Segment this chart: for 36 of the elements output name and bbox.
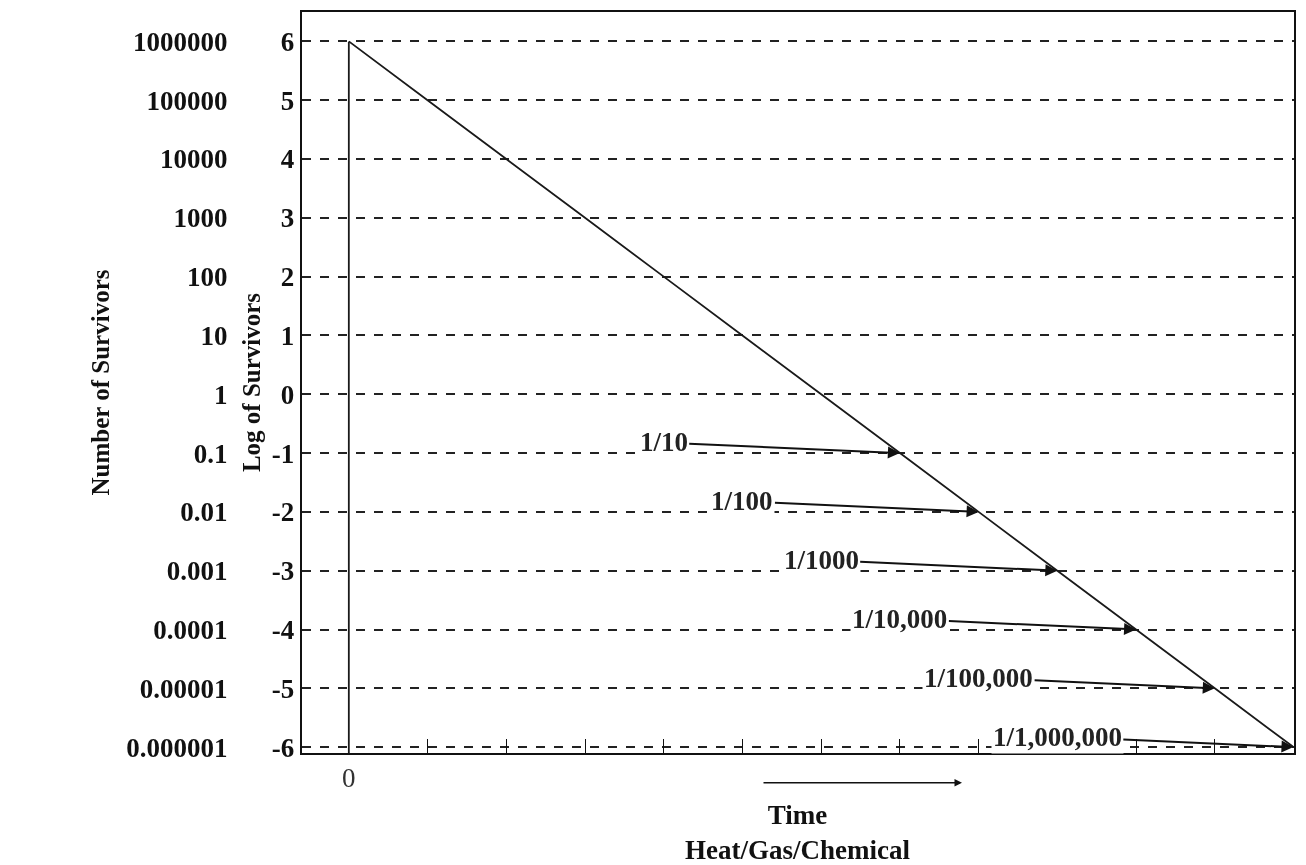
y2-tick-label: 0.01 (180, 497, 228, 528)
y2-tick-label: 10000 (160, 144, 228, 175)
y-tick-label: 6 (280, 26, 295, 57)
y-tick-label: -1 (271, 438, 295, 469)
y-tick-label: 1 (280, 320, 295, 351)
y-tick-label: 3 (280, 203, 295, 234)
y-tick-label: -2 (271, 497, 295, 528)
annotation: 1/10,000 (852, 604, 948, 634)
y-tick-label: 5 (280, 85, 295, 116)
y2-tick-label: 100000 (146, 85, 228, 116)
y2-tick-label: 1 (214, 379, 228, 410)
y-tick-label: -6 (271, 732, 295, 763)
text: Heat/Gas/Chemical (685, 835, 911, 865)
y2-tick-label: 0.00001 (139, 673, 228, 704)
y-tick-label: -3 (271, 556, 295, 587)
annotation: 1/1,000,000 (993, 722, 1123, 752)
y2-tick-label: 0.001 (166, 556, 228, 587)
y-axis-title: Log of Survivors (237, 292, 265, 473)
y2-tick-label: 1000 (173, 203, 228, 234)
y-tick-label: -4 (271, 614, 295, 645)
y-tick-label: 0 (280, 379, 295, 410)
y2-tick-label: 10 (200, 320, 228, 351)
y2-tick-label: 100 (187, 262, 228, 293)
y-tick-label: -5 (271, 673, 295, 704)
annotation: 1/10 (640, 427, 689, 457)
y2-tick-label: 0.000001 (126, 732, 228, 763)
annotation: 1/100,000 (924, 663, 1033, 693)
annotation: 1/100 (711, 486, 773, 516)
y2-tick-label: 0.1 (193, 438, 228, 469)
y-tick-label: 4 (280, 144, 295, 175)
x-axis-title: Time (767, 799, 828, 830)
annotation: 1/1000 (784, 545, 860, 575)
y2-tick-label: 1000000 (133, 26, 228, 57)
y2-axis-title: Number of Survivors (87, 269, 114, 496)
y-tick-label: 2 (280, 262, 295, 293)
y2-tick-label: 0.0001 (153, 614, 228, 645)
